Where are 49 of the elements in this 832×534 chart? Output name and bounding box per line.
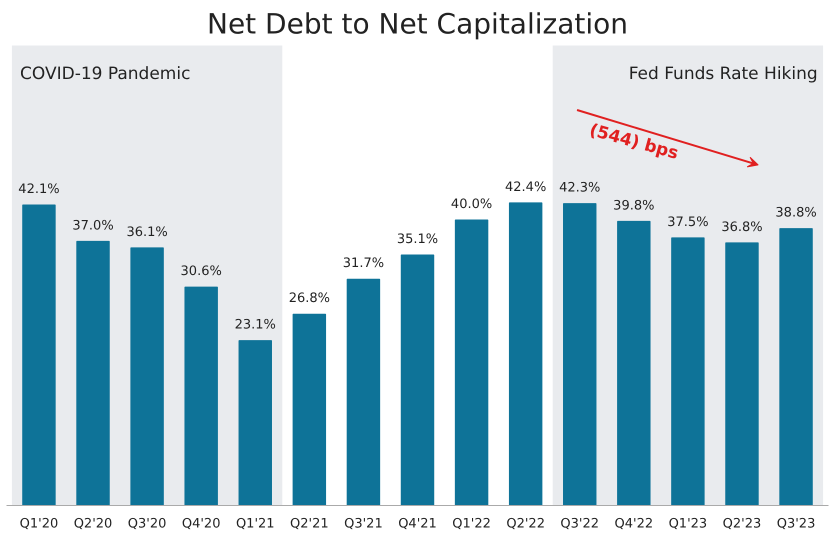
x-tick-label: Q1'23 <box>668 516 708 532</box>
x-tick-label: Q1'20 <box>20 516 58 532</box>
x-tick-label: Q3'20 <box>128 516 166 532</box>
x-tick-label: Q3'21 <box>344 516 383 532</box>
bar <box>400 254 434 506</box>
x-tick-label: Q4'21 <box>398 516 437 532</box>
x-tick-label: Q4'20 <box>182 516 220 532</box>
data-label: 31.7% <box>342 256 384 272</box>
x-tick-label: Q1'21 <box>236 516 275 532</box>
data-label: 37.5% <box>667 214 709 230</box>
x-tick-label: Q1'22 <box>452 516 491 532</box>
bar <box>238 340 272 506</box>
bar <box>508 202 542 506</box>
data-label: 40.0% <box>450 197 492 212</box>
x-tick-label: Q3'22 <box>560 516 600 532</box>
data-label: 39.8% <box>613 198 654 214</box>
bar <box>779 228 813 506</box>
data-label: 26.8% <box>288 291 330 306</box>
data-label: 37.0% <box>72 218 114 234</box>
x-tick-label: Q2'23 <box>722 516 762 532</box>
bar <box>725 242 759 506</box>
data-label: 30.6% <box>180 264 222 280</box>
bar <box>346 278 380 506</box>
x-tick-label: Q2'20 <box>74 516 112 532</box>
chart-title: Net Debt to Net Capitalization <box>207 8 628 40</box>
bar <box>184 286 218 506</box>
bar <box>671 237 705 506</box>
data-label: 23.1% <box>234 318 276 333</box>
data-label: 42.1% <box>18 182 60 198</box>
data-label: 42.4% <box>505 180 546 195</box>
bar <box>292 314 326 506</box>
data-label: 36.8% <box>721 220 763 235</box>
band-label: COVID-19 Pandemic <box>20 64 190 84</box>
x-tick-label: Q2'21 <box>290 516 329 532</box>
bar <box>617 220 651 506</box>
data-label: 38.8% <box>775 206 817 221</box>
x-tick-label: Q4'22 <box>614 516 654 532</box>
bar <box>22 204 56 506</box>
data-label: 35.1% <box>396 232 438 247</box>
data-label: 36.1% <box>126 224 168 240</box>
text: (544) bps <box>587 120 681 164</box>
bar <box>454 220 488 506</box>
bar <box>130 247 164 506</box>
bar <box>563 203 596 506</box>
x-tick-label: Q3'23 <box>776 516 816 532</box>
data-label: 42.3% <box>559 180 600 196</box>
x-tick-label: Q2'22 <box>506 516 545 532</box>
bar <box>76 240 110 506</box>
band-label: Fed Funds Rate Hiking <box>628 64 818 84</box>
